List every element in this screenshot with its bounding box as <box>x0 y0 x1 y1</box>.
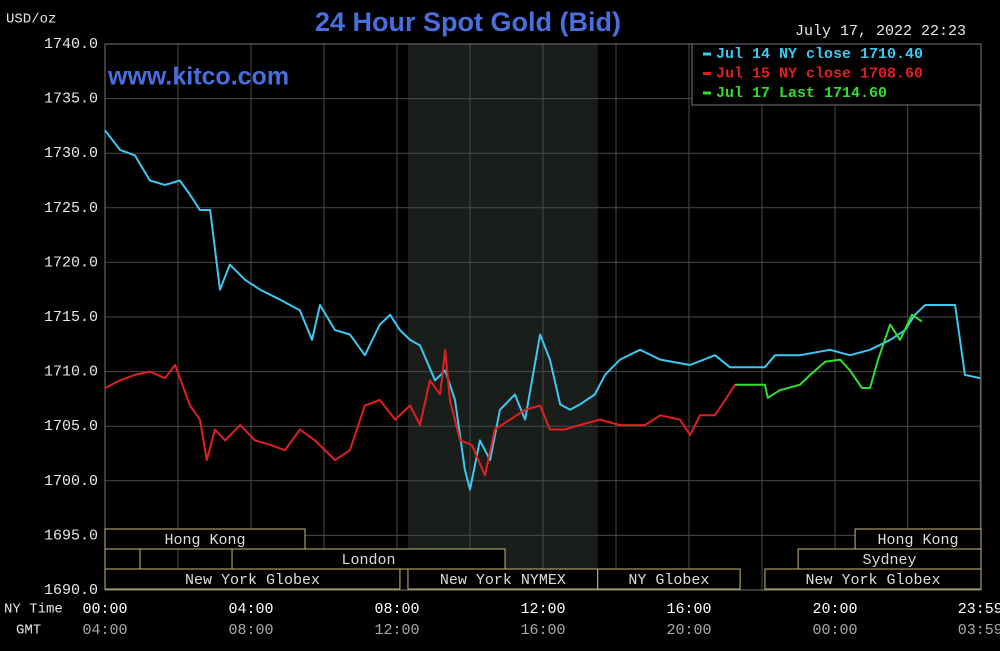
x-tick-label: 08:00 <box>374 601 419 618</box>
x2-tick-label: 00:00 <box>812 622 857 639</box>
x-tick-label: 12:00 <box>520 601 565 618</box>
session-bar <box>104 568 401 590</box>
x2-axis-label: GMT <box>16 623 41 639</box>
x-tick-label: 16:00 <box>666 601 711 618</box>
y-tick-label: 1725.0 <box>44 200 98 217</box>
x2-tick-label: 20:00 <box>666 622 711 639</box>
session-label: London <box>342 552 396 569</box>
price-line <box>104 129 981 491</box>
timestamp: July 17, 2022 22:23 <box>795 23 966 40</box>
x-tick-label: 04:00 <box>228 601 273 618</box>
y-tick-label: 1720.0 <box>44 254 98 271</box>
x-tick-label: 20:00 <box>812 601 857 618</box>
y-tick-label: 1695.0 <box>44 527 98 544</box>
y-tick-label: 1740.0 <box>44 36 98 53</box>
session-bar <box>104 528 306 550</box>
y-axis-label: USD/oz <box>6 12 56 28</box>
y-tick-label: 1730.0 <box>44 145 98 162</box>
session-label: New York NYMEX <box>440 572 566 589</box>
y-tick-label: 1705.0 <box>44 418 98 435</box>
session-label: Hong Kong <box>878 532 959 549</box>
session-label: Hong Kong <box>165 532 246 549</box>
session-label: New York Globex <box>185 572 320 589</box>
legend-label: Jul 17 Last 1714.60 <box>716 85 887 102</box>
y-tick-label: 1710.0 <box>44 364 98 381</box>
x2-tick-label: 08:00 <box>228 622 273 639</box>
legend-label: Jul 15 NY close 1708.60 <box>716 65 923 82</box>
chart-title: 24 Hour Spot Gold (Bid) <box>315 7 621 37</box>
y-tick-label: 1735.0 <box>44 91 98 108</box>
x2-tick-label: 03:59 <box>958 622 1000 639</box>
watermark: www.kitco.com <box>107 63 289 91</box>
y-tick-label: 1690.0 <box>44 582 98 599</box>
legend-label: Jul 14 NY close 1710.40 <box>716 46 923 63</box>
price-line <box>104 348 736 477</box>
x2-tick-label: 16:00 <box>520 622 565 639</box>
y-tick-label: 1700.0 <box>44 473 98 490</box>
x2-tick-label: 04:00 <box>82 622 127 639</box>
y-tick-label: 1715.0 <box>44 309 98 326</box>
session-bar <box>764 568 982 590</box>
plot-frame <box>104 43 982 591</box>
x-tick-label: 00:00 <box>82 601 127 618</box>
legend-box <box>691 43 982 106</box>
price-line <box>735 313 923 399</box>
session-bar <box>104 548 141 570</box>
session-label: NY Globex <box>628 572 709 589</box>
x2-tick-label: 12:00 <box>374 622 419 639</box>
plot-underlay <box>104 43 982 591</box>
x-tick-label: 23:59 <box>958 601 1000 618</box>
x-axis-label: NY Time <box>4 602 63 618</box>
session-label: Sydney <box>863 552 917 569</box>
session-label: New York Globex <box>805 572 940 589</box>
session-bar <box>597 568 741 590</box>
